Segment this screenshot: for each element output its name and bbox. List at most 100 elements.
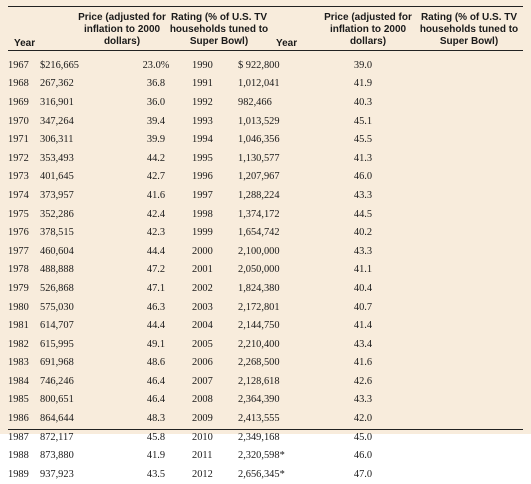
table-cell-y1: 1967 [8,59,29,71]
header-rating-right: Rating (% of U.S. TV households tuned to… [410,12,528,48]
table-cell-p2: 1,046,356 [238,134,280,146]
table-cell-r1: 36.0 [146,96,166,108]
table-cell-y1: 1968 [8,78,29,90]
table-cell-p2: 2,656,345* [238,468,285,480]
table-cell-y1: 1976 [8,227,29,239]
table-row: 1967 $216,665 23.0% 1990 $ 922,800 39.0 [8,56,398,75]
table-cell-r1: 42.4 [146,208,166,220]
table-row: 1977 460,604 44.4 2000 2,100,000 43.3 [8,242,398,261]
table-row: 1972 353,493 44.2 1995 1,130,577 41.3 [8,149,398,168]
table-cell-y1: 1983 [8,357,29,369]
header-rating-left: Rating (% of U.S. TV households tuned to… [160,12,278,48]
table-cell-y2: 2005 [192,338,213,350]
table-cell-y2: 1991 [192,78,213,90]
table-cell-y2: 1993 [192,115,213,127]
table-cell-y2: 1995 [192,152,213,164]
table-cell-p1: 373,957 [40,189,74,201]
table-row: 1973 401,645 42.7 1996 1,207,967 46.0 [8,168,398,187]
table-cell-r1: 49.1 [146,338,166,350]
table-cell-y2: 2000 [192,245,213,257]
table-cell-y2: 1996 [192,171,213,183]
table-cell-r2: 39.0 [353,59,373,71]
table-cell-y1: 1982 [8,338,29,350]
table-cell-y2: 1997 [192,189,213,201]
table-cell-p1: 746,246 [40,375,74,387]
table-cell-r2: 40.3 [353,96,373,108]
table-cell-y1: 1974 [8,189,29,201]
table-cell-r2: 45.5 [353,134,373,146]
table-cell-y2: 2009 [192,413,213,425]
table-cell-r1: 41.9 [146,450,166,462]
table-cell-y2: 2004 [192,320,213,332]
table-cell-r1: 43.5 [146,468,166,480]
table-cell-r2: 43.3 [353,245,373,257]
header-line: inflation to 2000 [83,24,161,35]
data-table: 1967 $216,665 23.0% 1990 $ 922,800 39.0 1968 26… [8,56,398,484]
table-cell-p1: 347,264 [40,115,74,127]
table-cell-r2: 41.1 [353,264,373,276]
table-row: 1975 352,286 42.4 1998 1,374,172 44.5 [8,205,398,224]
table-cell-p1: 352,286 [40,208,74,220]
table-cell-p1: 460,604 [40,245,74,257]
header-line: Price (adjusted for [324,12,412,23]
table-cell-p2: 1,013,529 [238,115,280,127]
table-cell-p2: 1,288,224 [238,189,280,201]
table-cell-y1: 1971 [8,134,29,146]
header-line: dollars) [103,36,141,47]
table-cell-r1: 46.4 [146,394,166,406]
table-cell-y2: 2012 [192,468,213,480]
table-cell-p1: 401,645 [40,171,74,183]
table-cell-r2: 43.3 [353,189,373,201]
table-cell-y2: 1994 [192,134,213,146]
table-cell-p2: 2,144,750 [238,320,280,332]
header-line: Rating (% of U.S. TV [170,12,268,23]
table-cell-p1: 316,901 [40,96,74,108]
table-cell-p2: 1,207,967 [238,171,280,183]
header-line: Price (adjusted for [78,12,166,23]
table-cell-p2: 2,210,400 [238,338,280,350]
header-line: households tuned to [419,24,519,35]
top-rule [8,6,523,7]
table-cell-p2: 2,100,000 [238,245,280,257]
table-cell-r1: 39.4 [146,115,166,127]
table-cell-y2: 2006 [192,357,213,369]
table-cell-r1: 44.2 [146,152,166,164]
table-row: 1984 746,246 46.4 2007 2,128,618 42.6 [8,372,398,391]
table-cell-r2: 41.3 [353,152,373,164]
table-cell-p1: 575,030 [40,301,74,313]
table-cell-p2: 2,268,500 [238,357,280,369]
table-cell-y1: 1980 [8,301,29,313]
table-row: 1980 575,030 46.3 2003 2,172,801 40.7 [8,298,398,317]
table-cell-r1: 23.0% [142,59,170,71]
bottom-rule [8,429,523,430]
table-cell-y1: 1984 [8,375,29,387]
table-row: 1985 800,651 46.4 2008 2,364,390 43.3 [8,391,398,410]
header-price-left: Price (adjusted for inflation to 2000 do… [66,12,178,48]
table-cell-y2: 1998 [192,208,213,220]
table-cell-p2: 1,824,380 [238,282,280,294]
table-cell-p2: $ 922,800 [238,59,280,71]
table-cell-p2: 2,413,555 [238,413,280,425]
header-line: Super Bowl) [189,36,249,47]
table-cell-p1: 353,493 [40,152,74,164]
table-cell-r1: 46.3 [146,301,166,313]
table-row: 1989 937,923 43.5 2012 2,656,345* 47.0 [8,465,398,484]
table-panel: Year Price (adjusted for inflation to 20… [8,6,528,480]
table-cell-r2: 40.7 [353,301,373,313]
table-cell-r2: 42.0 [353,413,373,425]
header-year-left: Year [14,38,36,49]
table-cell-p2: 1,374,172 [238,208,280,220]
table-cell-r1: 44.4 [146,320,166,332]
table-row: 1974 373,957 41.6 1997 1,288,224 43.3 [8,186,398,205]
table-cell-y1: 1972 [8,152,29,164]
table-row: 1968 267,362 36.8 1991 1,012,041 41.9 [8,75,398,94]
table-cell-y2: 2002 [192,282,213,294]
table-cell-r2: 43.3 [353,394,373,406]
table-cell-y2: 1999 [192,227,213,239]
table-cell-r1: 47.1 [146,282,166,294]
table-cell-p1: 873,880 [40,450,74,462]
table-row: 1981 614,707 44.4 2004 2,144,750 41.4 [8,316,398,335]
table-row: 1978 488,888 47.2 2001 2,050,000 41.1 [8,261,398,280]
table-cell-y1: 1988 [8,450,29,462]
